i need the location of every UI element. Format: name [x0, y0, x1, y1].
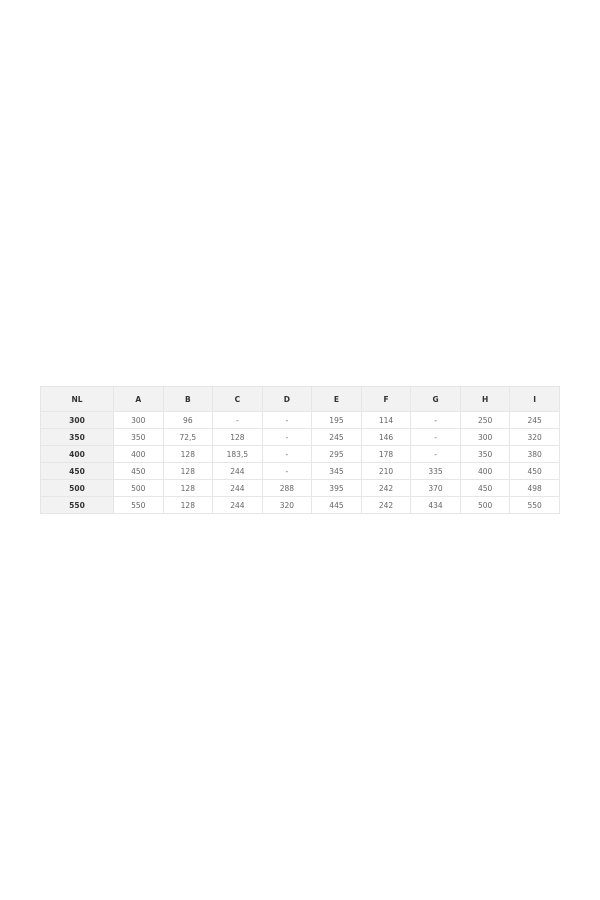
row-header-cell: 300	[40, 411, 114, 429]
table-cell: -	[261, 428, 313, 446]
table-cell: 550	[113, 496, 164, 514]
table-cell: 335	[410, 462, 461, 480]
table-cell: 350	[459, 445, 511, 463]
column-header-g: G	[410, 386, 461, 412]
table-cell: 128	[212, 428, 263, 446]
table-cell: -	[261, 445, 313, 463]
table-cell: 288	[261, 479, 313, 497]
column-header-i: I	[509, 386, 560, 412]
column-header-h: H	[459, 386, 511, 412]
column-header-f: F	[360, 386, 412, 412]
table-cell: 400	[459, 462, 511, 480]
table-cell: 500	[459, 496, 511, 514]
table-cell: 445	[311, 496, 362, 514]
table-cell: 114	[360, 411, 412, 429]
table-cell: 96	[162, 411, 214, 429]
table-cell: 320	[509, 428, 560, 446]
table-cell: -	[212, 411, 263, 429]
table-cell: 195	[311, 411, 362, 429]
table-cell: 245	[311, 428, 362, 446]
row-header-cell: 350	[40, 428, 114, 446]
table-row: 400 400 128 183,5-295 178-350 380	[40, 445, 560, 463]
table-cell: 380	[509, 445, 560, 463]
table-cell: 498	[509, 479, 560, 497]
table-cell: -	[410, 445, 461, 463]
table-cell: 450	[113, 462, 164, 480]
row-header-cell: 450	[40, 462, 114, 480]
table-cell: 178	[360, 445, 412, 463]
table-cell: 72,5	[162, 428, 214, 446]
table-cell: 244	[212, 479, 263, 497]
table-cell: 450	[509, 462, 560, 480]
table-cell: 244	[212, 496, 263, 514]
table-cell: 242	[360, 479, 412, 497]
table-cell: -	[410, 411, 461, 429]
table-cell: 250	[459, 411, 511, 429]
table-cell: 146	[360, 428, 412, 446]
table-cell: -	[261, 411, 313, 429]
column-header-c: C	[212, 386, 263, 412]
table-cell: 400	[113, 445, 164, 463]
table-cell: 128	[162, 496, 214, 514]
table-cell: 244	[212, 462, 263, 480]
table-row: 500 500 128 244 288 395 242 370 450 498	[40, 479, 560, 497]
table-row: 300 300 96- -195 114-250 245	[40, 411, 560, 429]
table-cell: 300	[459, 428, 511, 446]
table-cell: -	[261, 462, 313, 480]
table-cell: 450	[459, 479, 511, 497]
table-cell: 128	[162, 462, 214, 480]
table-cell: 300	[113, 411, 164, 429]
column-header-a: A	[113, 386, 164, 412]
column-header-nl: NL	[40, 386, 114, 412]
table-cell: 128	[162, 479, 214, 497]
table-cell: 242	[360, 496, 412, 514]
table-row: 350 350 72,5 128-245 146-300 320	[40, 428, 560, 446]
table-cell: 295	[311, 445, 362, 463]
table-cell: 500	[113, 479, 164, 497]
row-header-cell: 400	[40, 445, 114, 463]
table-cell: 370	[410, 479, 461, 497]
table-cell: -	[410, 428, 461, 446]
table-cell: 183,5	[212, 445, 263, 463]
row-header-cell: 500	[40, 479, 114, 497]
table-cell: 350	[113, 428, 164, 446]
table-cell: 128	[162, 445, 214, 463]
table-cell: 434	[410, 496, 461, 514]
table-cell: 245	[509, 411, 560, 429]
table-cell: 550	[509, 496, 560, 514]
table-row: 550 550 128 244 320 445 242 434 500 550	[40, 496, 560, 514]
table-cell: 395	[311, 479, 362, 497]
table-row: 450 450 128 244-345 210 335 400 450	[40, 462, 560, 480]
column-header-b: B	[162, 386, 214, 412]
table-cell: 320	[261, 496, 313, 514]
dimensions-table: NL A B C D E F G H I 300 300 96- -195 114-250 245 350 35…	[40, 386, 560, 514]
column-header-e: E	[311, 386, 362, 412]
table-cell: 210	[360, 462, 412, 480]
table-cell: 345	[311, 462, 362, 480]
row-header-cell: 550	[40, 496, 114, 514]
column-header-d: D	[261, 386, 313, 412]
header-row: NL A B C D E F G H I	[40, 386, 560, 412]
